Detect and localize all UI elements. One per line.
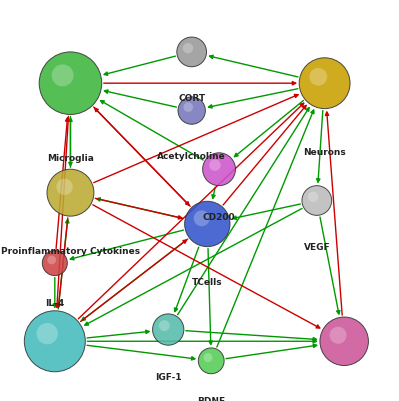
Circle shape — [320, 317, 368, 365]
Circle shape — [159, 320, 170, 331]
Circle shape — [308, 192, 318, 202]
Circle shape — [198, 348, 224, 374]
Circle shape — [309, 68, 327, 86]
Circle shape — [299, 58, 350, 109]
Text: BDNF: BDNF — [197, 397, 225, 401]
Circle shape — [203, 353, 213, 362]
Text: TCells: TCells — [192, 278, 223, 287]
Circle shape — [302, 186, 332, 215]
Text: IL-4: IL-4 — [45, 299, 65, 308]
Circle shape — [42, 251, 67, 275]
Text: CORT: CORT — [178, 94, 205, 103]
Text: IGF-1: IGF-1 — [155, 373, 182, 381]
Circle shape — [52, 65, 73, 86]
Circle shape — [194, 211, 209, 226]
Circle shape — [47, 255, 56, 264]
Circle shape — [177, 37, 207, 67]
Text: Microglia: Microglia — [47, 154, 94, 162]
Text: VEGF: VEGF — [304, 243, 330, 252]
Text: CD200: CD200 — [203, 213, 235, 222]
Text: Neurons: Neurons — [303, 148, 346, 157]
Circle shape — [37, 323, 58, 344]
Text: Proinflammatory Cytokines: Proinflammatory Cytokines — [1, 247, 140, 256]
Circle shape — [330, 327, 347, 344]
Circle shape — [183, 43, 193, 53]
Circle shape — [47, 169, 94, 216]
Circle shape — [152, 314, 184, 345]
Circle shape — [39, 52, 102, 114]
Text: Acetylcholine: Acetylcholine — [157, 152, 226, 161]
Circle shape — [56, 178, 73, 195]
Circle shape — [24, 311, 85, 372]
Circle shape — [184, 102, 193, 112]
Circle shape — [209, 159, 221, 171]
Circle shape — [178, 97, 205, 124]
Circle shape — [203, 153, 235, 186]
Circle shape — [185, 201, 230, 247]
